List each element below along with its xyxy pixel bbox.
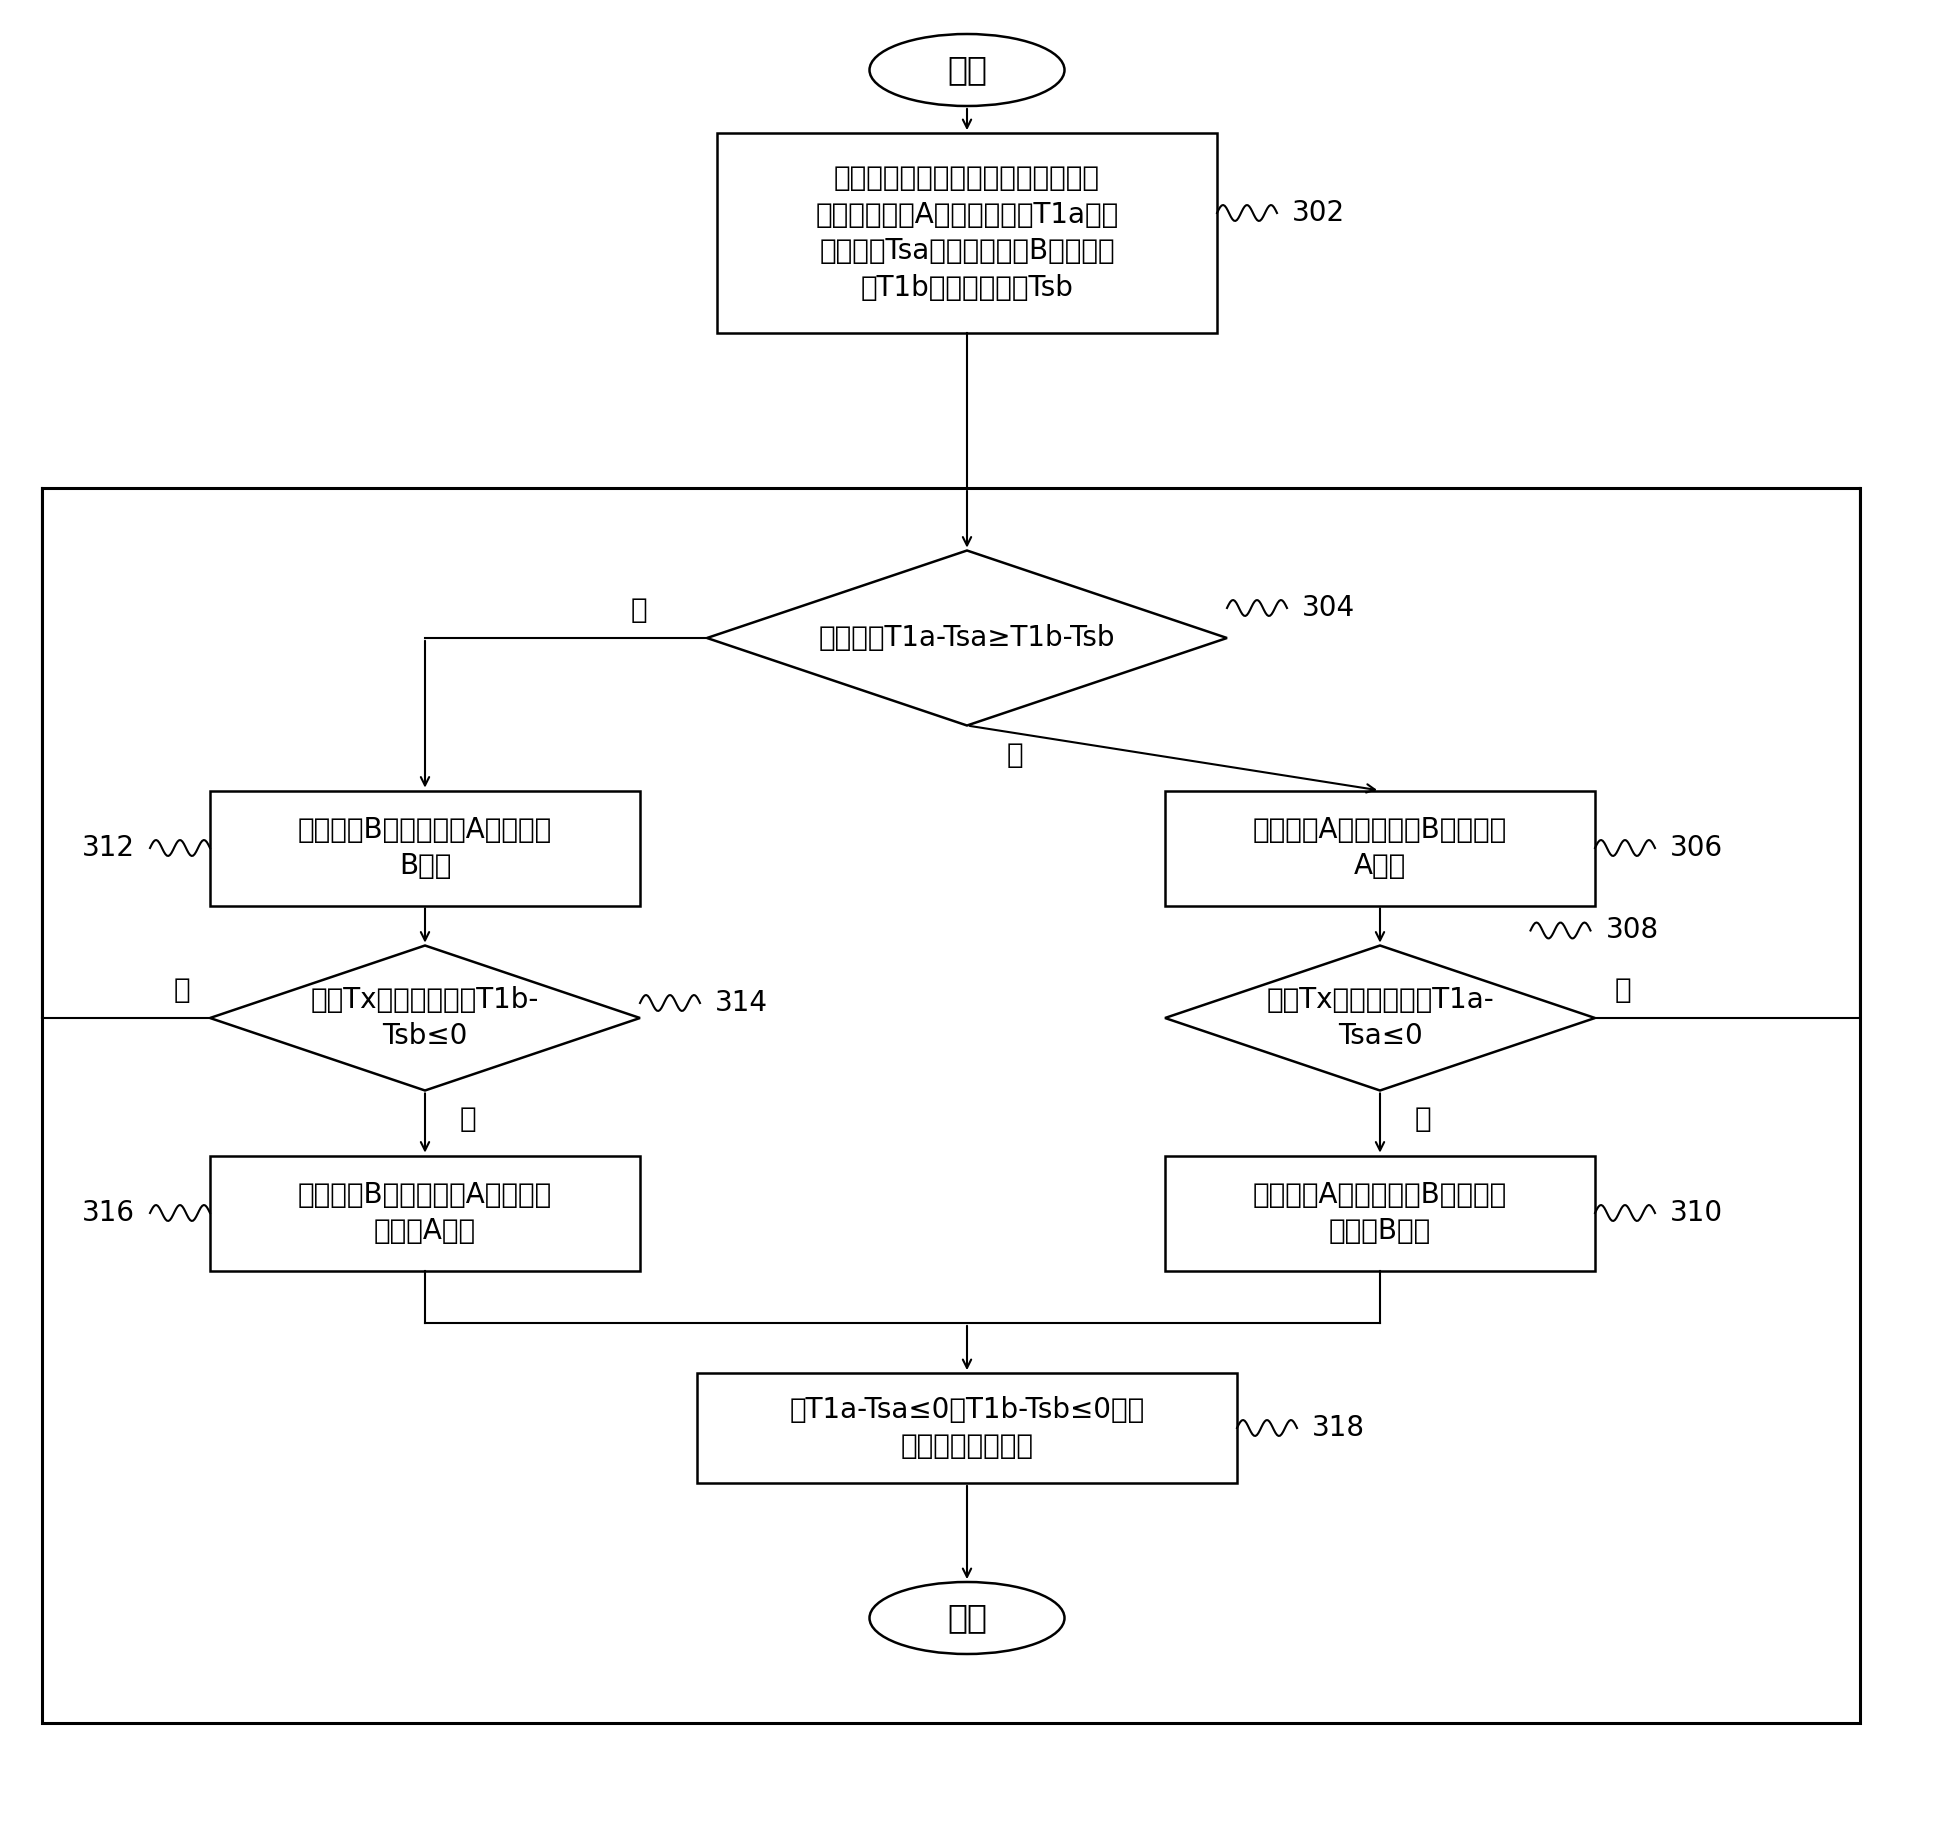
Text: 当T1a-Tsa≤0且T1b-Tsb≤0时，
进入达温停机状态: 当T1a-Tsa≤0且T1b-Tsb≤0时， 进入达温停机状态 — [789, 1395, 1145, 1461]
Text: 开电磁阀A，关电磁阀B，室内机
A制冷: 开电磁阀A，关电磁阀B，室内机 A制冷 — [1253, 815, 1507, 881]
Text: 316: 316 — [81, 1199, 135, 1227]
Text: 310: 310 — [1669, 1199, 1723, 1227]
Text: 判断是否T1a-Tsa≥T1b-Tsb: 判断是否T1a-Tsa≥T1b-Tsb — [818, 623, 1116, 653]
Text: 关电磁阀B，开电磁阀A，此时换
室内机A工作: 关电磁阀B，开电磁阀A，此时换 室内机A工作 — [298, 1181, 551, 1245]
Text: 308: 308 — [1605, 916, 1659, 945]
Text: 否: 否 — [1615, 976, 1632, 1004]
Text: 开电磁阀B，关电磁阀A，室内机
B制冷: 开电磁阀B，关电磁阀A，室内机 B制冷 — [298, 815, 551, 881]
Text: 结束: 结束 — [948, 1601, 986, 1634]
Text: 304: 304 — [1302, 594, 1356, 622]
Text: 318: 318 — [1311, 1415, 1365, 1442]
Text: 关电磁阀A，开电磁阀B，此时换
室内机B工作: 关电磁阀A，开电磁阀B，此时换 室内机B工作 — [1253, 1181, 1507, 1245]
Text: 是: 是 — [1008, 742, 1023, 770]
Text: 302: 302 — [1292, 199, 1346, 227]
Text: 312: 312 — [81, 834, 135, 863]
Text: 否: 否 — [174, 976, 190, 1004]
Text: 306: 306 — [1669, 834, 1723, 863]
Text: 314: 314 — [716, 989, 768, 1016]
Text: 是: 是 — [460, 1104, 476, 1133]
Text: 两个室内机都接收到制冷信号时，立
刻检测室内机A的环境温度值T1a和设
定温度值Tsa，以及室内机B环境温度
值T1b和设定温度值Tsb: 两个室内机都接收到制冷信号时，立 刻检测室内机A的环境温度值T1a和设 定温度值… — [816, 165, 1118, 302]
Text: 是: 是 — [1416, 1104, 1431, 1133]
Text: 开始: 开始 — [948, 53, 986, 86]
Text: 时间Tx之内是否满足T1a-
Tsa≤0: 时间Tx之内是否满足T1a- Tsa≤0 — [1267, 985, 1493, 1051]
Text: 否: 否 — [630, 596, 648, 623]
Text: 时间Tx之内是否满足T1b-
Tsb≤0: 时间Tx之内是否满足T1b- Tsb≤0 — [311, 985, 540, 1051]
